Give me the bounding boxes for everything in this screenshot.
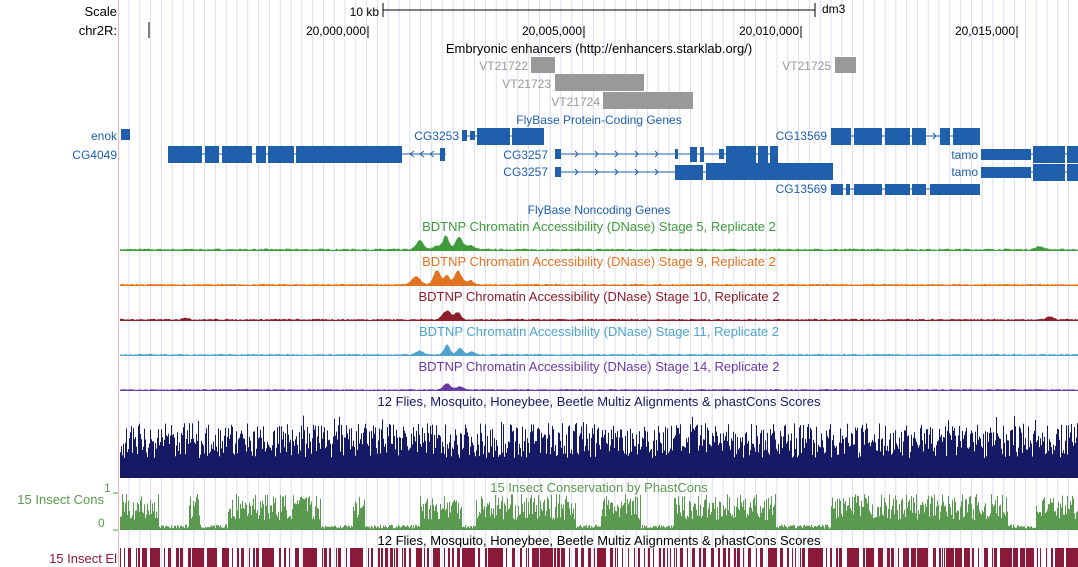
gene-label[interactable]: CG3257 (503, 165, 548, 179)
chrom-label: chr2R: (79, 23, 117, 38)
dnase-track-title: BDTNP Chromatin Accessibility (DNase) St… (418, 359, 779, 374)
insect-cons-signal[interactable] (120, 494, 1078, 530)
dnase-signal-stage-5[interactable] (120, 235, 1078, 251)
insect-el-elements[interactable] (120, 548, 1078, 567)
gene-tamo-isoform-1[interactable] (981, 146, 1078, 163)
enhancer-label[interactable]: VT21724 (551, 95, 600, 109)
gene-tamo-isoform-2[interactable] (981, 164, 1078, 181)
insect-cons-axis-min: 0 (98, 516, 105, 530)
gene-label[interactable]: CG13569 (776, 129, 828, 143)
ruler-position-label: 20,015,000 (955, 24, 1015, 38)
insect-el-track-title: 12 Flies, Mosquito, Honeybee, Beetle Mul… (378, 533, 821, 548)
dnase-track-title: BDTNP Chromatin Accessibility (DNase) St… (419, 324, 779, 339)
multiz-conservation-signal[interactable] (120, 415, 1078, 478)
scale-bar-label: 10 kb (350, 5, 380, 19)
dnase-track-title: BDTNP Chromatin Accessibility (DNase) St… (422, 254, 776, 269)
assembly-label: dm3 (822, 2, 846, 16)
gene-enok-exon[interactable] (121, 129, 130, 140)
gene-label[interactable]: CG3253 (414, 129, 459, 143)
gene-label[interactable]: CG13569 (776, 182, 828, 196)
dnase-signal-stage-11[interactable] (120, 344, 1078, 355)
gene-cg3257-isoform-2[interactable] (555, 163, 833, 180)
dnase-signal-stage-10[interactable] (120, 310, 1078, 320)
genes-track[interactable]: FlyBase Protein-Coding Genes enok CG4049… (72, 113, 1078, 196)
dnase-signal-stage-14[interactable] (120, 383, 1078, 390)
dnase-track-title: BDTNP Chromatin Accessibility (DNase) St… (422, 219, 776, 234)
gene-label[interactable]: tamo (951, 165, 978, 179)
gene-cg13569-isoform-1[interactable] (831, 128, 980, 145)
enhancer-feature[interactable] (555, 74, 644, 91)
multiz-track-title: 12 Flies, Mosquito, Honeybee, Beetle Mul… (378, 394, 821, 409)
enhancer-label[interactable]: VT21723 (502, 77, 551, 91)
ruler-position-label: 20,010,000 (739, 24, 799, 38)
scale-label: Scale (84, 4, 117, 19)
gene-left-label-cg4049[interactable]: CG4049 (72, 148, 117, 162)
enhancers-track-title: Embryonic enhancers (http://enhancers.st… (446, 41, 752, 56)
insect-cons-left-label[interactable]: 15 Insect Cons (17, 492, 104, 507)
enhancer-feature[interactable] (603, 92, 693, 109)
dnase-signal-stage-9[interactable] (120, 270, 1078, 285)
gene-label[interactable]: CG3257 (503, 148, 548, 162)
enhancer-label[interactable]: VT21722 (479, 59, 528, 73)
insect-el-left-label[interactable]: 15 Insect El (49, 551, 117, 566)
insect-cons-track[interactable]: 15 Insect Conservation by PhastCons 15 I… (17, 480, 1078, 531)
insect-cons-track-title: 15 Insect Conservation by PhastCons (490, 480, 708, 495)
gene-cg13569-isoform-2[interactable] (831, 184, 980, 195)
gene-label[interactable]: tamo (951, 148, 978, 162)
enhancer-label[interactable]: VT21725 (782, 59, 831, 73)
insect-cons-axis-max: 1 (104, 481, 111, 495)
noncoding-track-title: FlyBase Noncoding Genes (528, 203, 671, 217)
gene-cg3257-isoform-1[interactable] (555, 146, 778, 163)
enhancers-track[interactable]: Embryonic enhancers (http://enhancers.st… (446, 41, 856, 109)
gene-cg4049[interactable] (168, 146, 446, 163)
dnase-track-title: BDTNP Chromatin Accessibility (DNase) St… (418, 289, 779, 304)
genes-track-title: FlyBase Protein-Coding Genes (516, 113, 681, 127)
ruler-position-label: 20,000,000 (306, 24, 366, 38)
dnase-tracks[interactable]: BDTNP Chromatin Accessibility (DNase) St… (120, 219, 1078, 391)
enhancer-feature[interactable] (531, 57, 555, 73)
enhancer-feature[interactable] (835, 57, 856, 73)
ruler-track: Scale chr2R: 10 kb dm3 20,000,000 20,005… (79, 2, 1018, 38)
gene-left-label-enok[interactable]: enok (91, 129, 118, 143)
insect-el-track[interactable]: 12 Flies, Mosquito, Honeybee, Beetle Mul… (49, 533, 1078, 567)
gene-cg3253[interactable] (462, 128, 544, 145)
ruler-position-label: 20,005,000 (522, 24, 582, 38)
